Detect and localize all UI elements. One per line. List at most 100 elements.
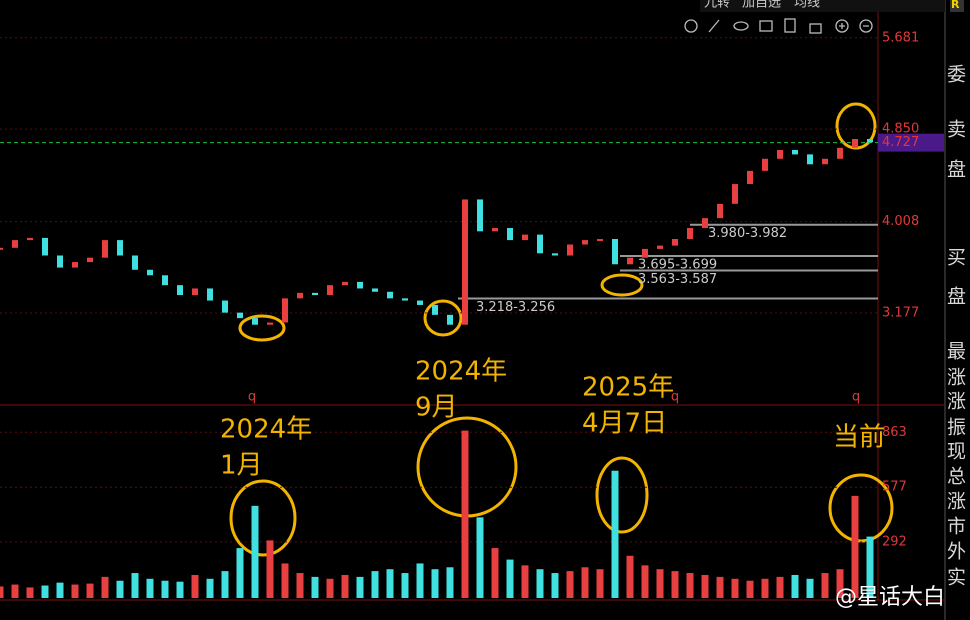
side-label: 涨: [947, 391, 966, 413]
volume-bar: [0, 586, 4, 598]
price-bar: [132, 255, 138, 270]
volume-bar: [71, 584, 79, 598]
highlight-circles: [229, 102, 894, 557]
y-tick-label: 292: [882, 534, 907, 549]
price-bar: [642, 248, 648, 258]
volume-bar: [821, 573, 829, 598]
price-bar: [867, 139, 873, 143]
volume-bar: [641, 565, 649, 598]
volume-bar: [536, 569, 544, 598]
tab[interactable]: 均线: [794, 0, 820, 11]
price-bar: [672, 239, 678, 246]
price-bar: [282, 298, 288, 323]
price-bar: [252, 318, 258, 325]
price-bar: [87, 257, 93, 263]
price-bar: [687, 228, 693, 240]
volume-bar: [491, 548, 499, 598]
price-bar: [627, 257, 633, 265]
y-tick-label: 5.681: [882, 30, 919, 45]
price-bar: [537, 234, 543, 254]
price-bar: [237, 312, 243, 319]
volume-bar: [671, 571, 679, 598]
price-bar: [372, 288, 378, 292]
side-label: 买: [947, 247, 966, 269]
price-bar: [507, 228, 513, 241]
price-bar: [102, 240, 108, 258]
volume-bar: [461, 430, 469, 598]
volume-bar: [836, 569, 844, 598]
price-bar: [267, 322, 273, 325]
volume-bar: [596, 569, 604, 598]
y-tick-label: 4.850: [882, 122, 919, 137]
price-bar: [597, 239, 603, 242]
annotation: 当前: [833, 423, 885, 453]
volume-bar: [356, 576, 364, 598]
marker: q: [852, 390, 860, 405]
volume-bar: [776, 576, 784, 598]
side-label: 总: [947, 466, 966, 488]
volume-bar: [401, 573, 409, 598]
price-bar: [327, 285, 333, 296]
volume-bar: [86, 583, 94, 598]
price-bar: [582, 240, 588, 245]
y-tick-label: 3.177: [882, 305, 919, 320]
volume-bar: [296, 573, 304, 598]
level-label: 3.563-3.587: [638, 272, 717, 287]
volume-bar: [251, 505, 259, 598]
annotation: 2024年: [220, 415, 312, 445]
last-price-label: 4.727: [882, 135, 919, 150]
price-bar: [747, 170, 753, 185]
last-price-box: [878, 133, 944, 152]
volume-bar: [26, 587, 34, 598]
toolbar: [700, 0, 945, 12]
volume-bar: [851, 495, 859, 598]
volume-bar: [716, 576, 724, 598]
volume-bar: [371, 571, 379, 598]
price-bar: [207, 288, 213, 301]
volume-bar: [626, 555, 634, 598]
marker: q: [248, 390, 256, 405]
price-bar: [387, 291, 393, 299]
price-bar: [402, 298, 408, 301]
volume-bar: [221, 571, 229, 598]
price-bar: [477, 199, 483, 232]
annotation: 2024年: [415, 357, 507, 387]
volume-bar: [41, 585, 49, 598]
volume-bar: [176, 581, 184, 598]
price-bar: [567, 244, 573, 256]
toolbar-icons[interactable]: [684, 18, 873, 34]
price-bar: [432, 304, 438, 315]
price-bar: [492, 228, 498, 232]
tab[interactable]: 九转: [704, 0, 730, 11]
annotation: 1月: [220, 451, 263, 481]
marker: q: [671, 390, 679, 405]
volume-bar: [581, 567, 589, 598]
price-bar: [147, 269, 153, 276]
price-bar: [807, 154, 813, 165]
price-bar: [462, 199, 468, 325]
price-bar: [612, 239, 618, 265]
price-bar: [72, 262, 78, 268]
corner-box: [950, 0, 964, 12]
price-bar: [522, 234, 528, 241]
price-bar: [762, 158, 768, 171]
y-tick-label: 863: [882, 425, 907, 440]
price-bar: [27, 237, 33, 241]
volume-bar: [131, 573, 139, 598]
volume-bar: [611, 470, 619, 598]
volume-bar: [146, 578, 154, 598]
volume-bar: [56, 582, 64, 598]
volume-bar: [266, 540, 274, 598]
volume-bar: [566, 571, 574, 598]
price-bar: [177, 285, 183, 296]
side-label: 委: [947, 64, 966, 86]
volume-bar: [446, 567, 454, 598]
volume-bar: [866, 536, 874, 598]
side-label: 外: [947, 541, 966, 563]
side-label: 盘: [947, 286, 966, 308]
level-label: 3.695-3.699: [638, 258, 717, 273]
tab[interactable]: 加自选: [742, 0, 781, 11]
price-bar: [192, 288, 198, 296]
